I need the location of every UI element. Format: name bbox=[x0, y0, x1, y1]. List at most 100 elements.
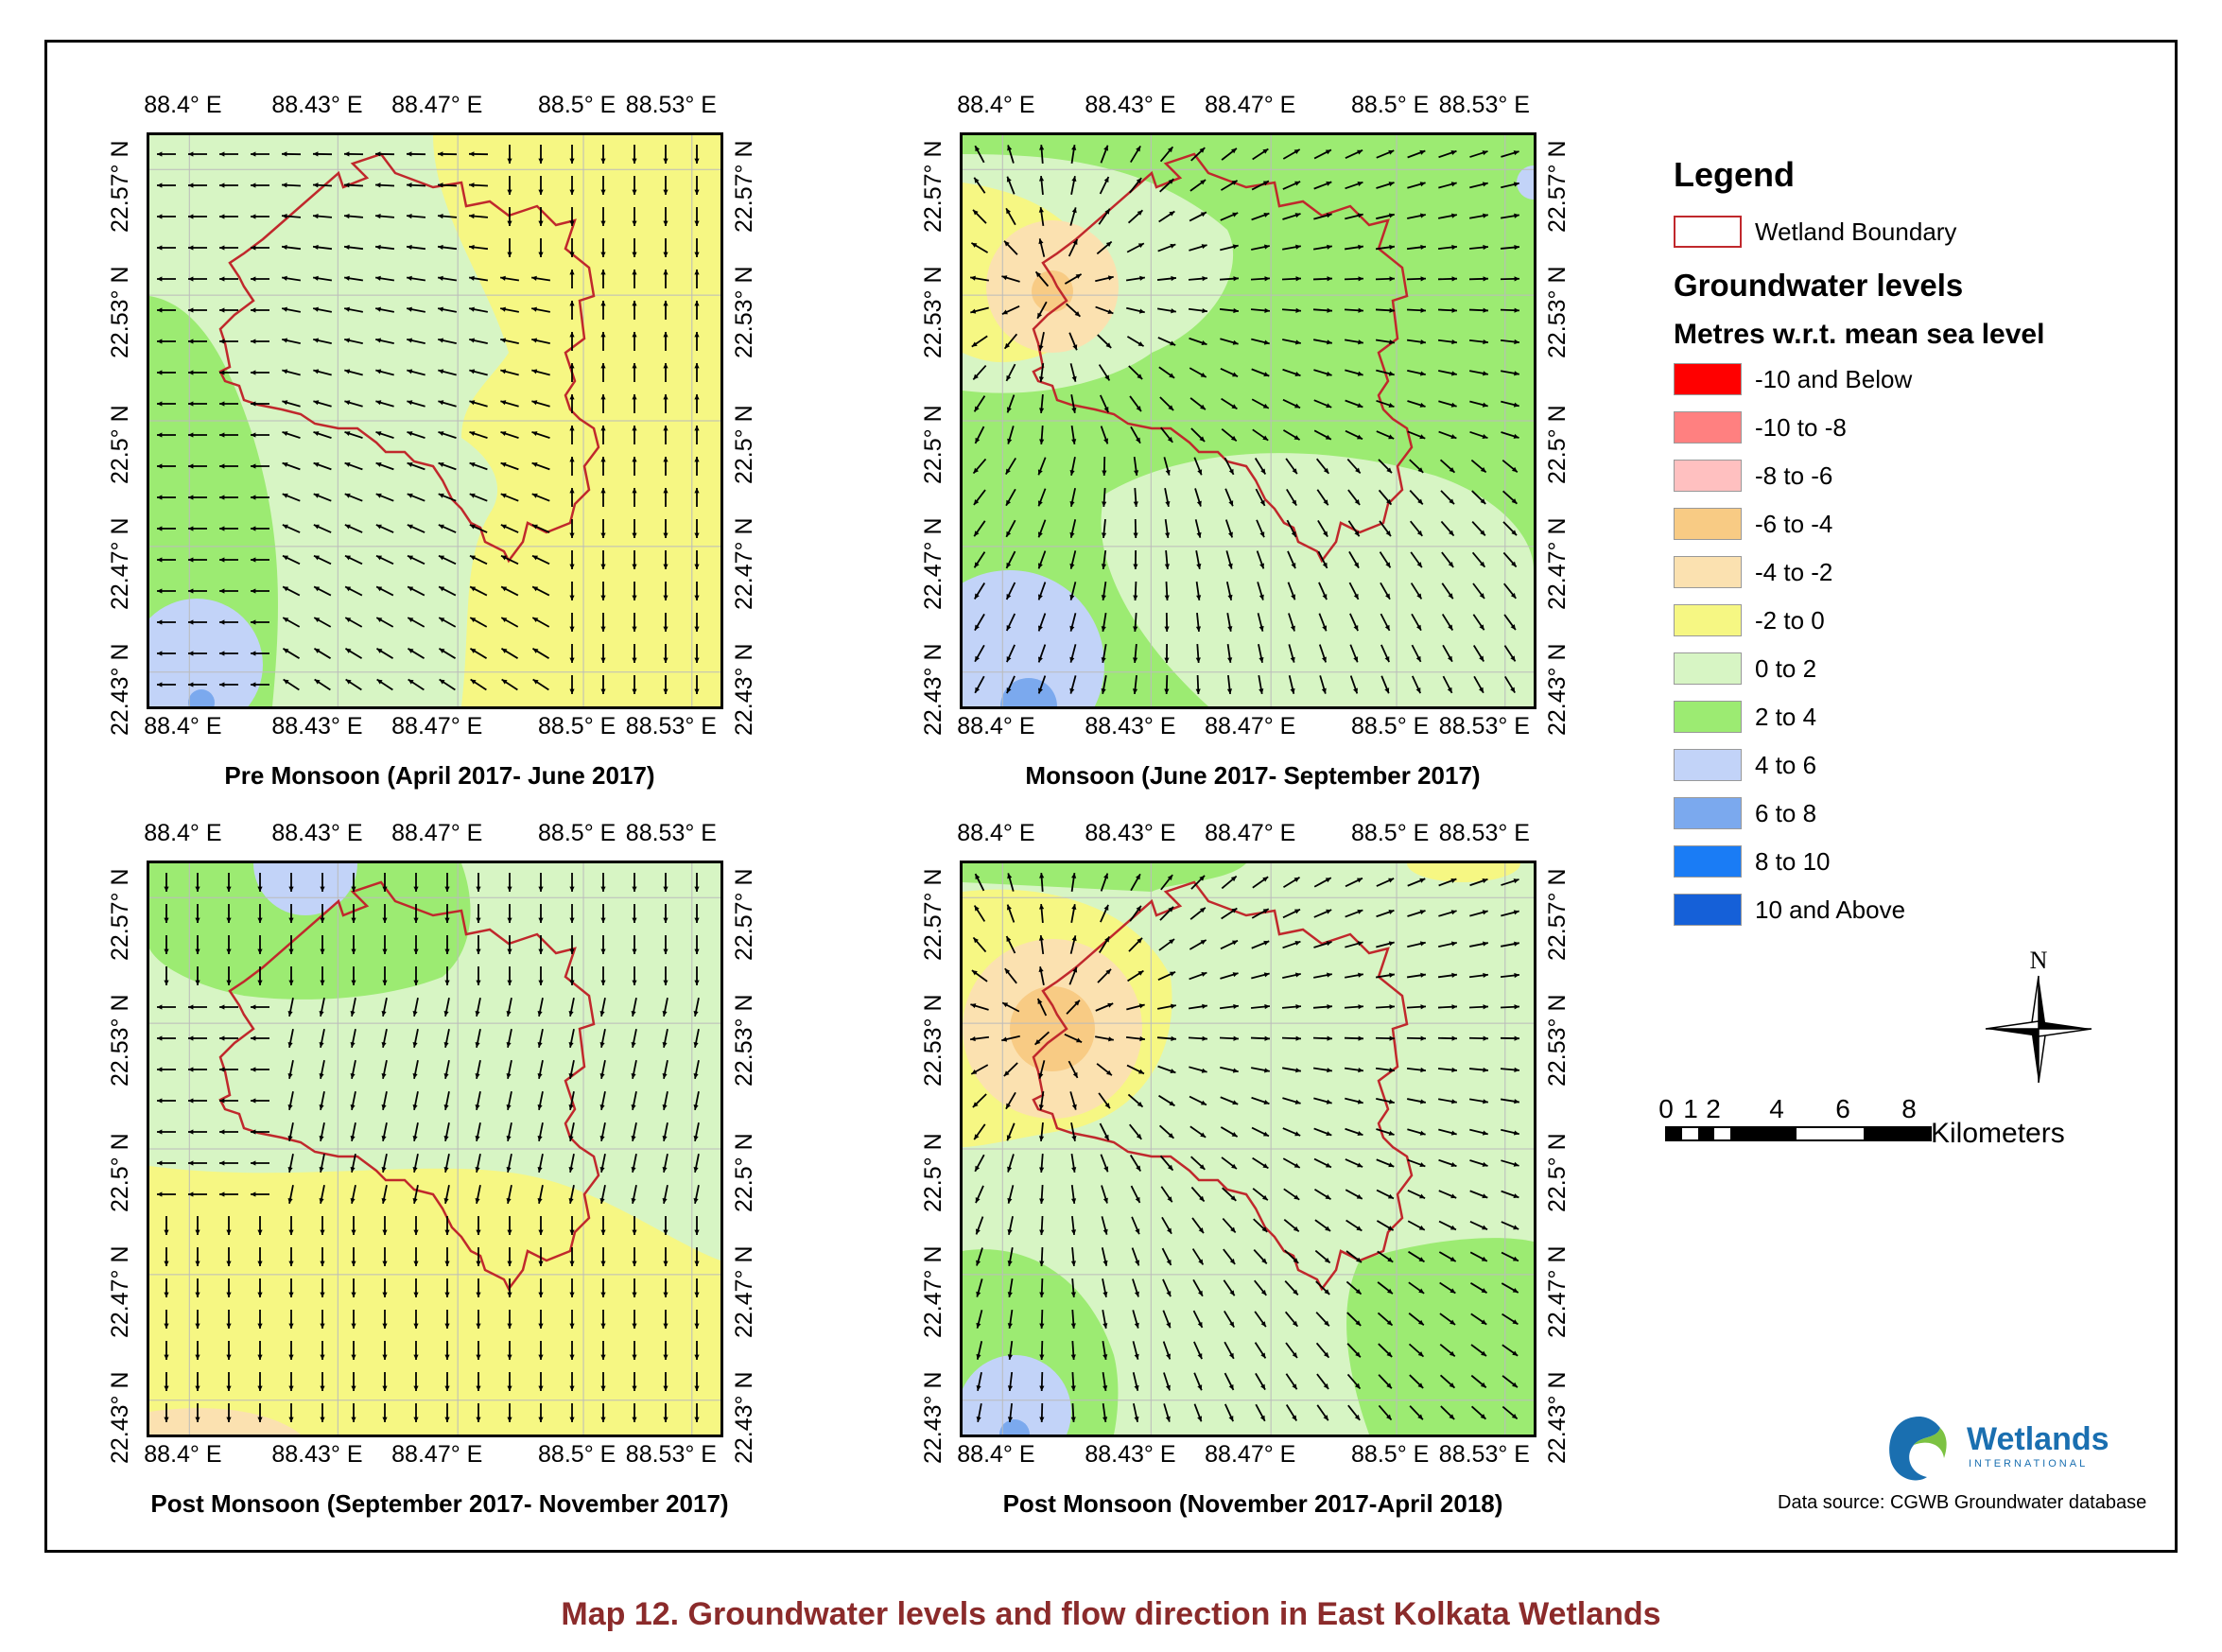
flow-arrow bbox=[500, 400, 519, 408]
longitude-tick-top: 88.4° E bbox=[957, 92, 1035, 118]
flow-arrow bbox=[1375, 339, 1396, 345]
flow-arrow bbox=[1130, 426, 1141, 444]
flow-arrow bbox=[1039, 425, 1045, 445]
flow-arrow bbox=[257, 1247, 263, 1266]
flow-arrow bbox=[662, 1122, 668, 1141]
flow-arrow bbox=[569, 301, 575, 320]
flow-arrow bbox=[1251, 908, 1270, 919]
flow-arrow bbox=[507, 873, 512, 892]
flow-arrow bbox=[531, 524, 550, 533]
flow-arrow bbox=[1313, 339, 1332, 345]
flow-arrow bbox=[1406, 244, 1427, 251]
flow-arrow bbox=[412, 998, 419, 1017]
flow-arrow bbox=[506, 1029, 512, 1048]
flow-arrow bbox=[1440, 1405, 1455, 1420]
flow-arrow bbox=[1440, 490, 1455, 505]
flow-arrow bbox=[500, 306, 519, 313]
groundwater-zone bbox=[963, 1355, 1071, 1435]
flow-arrow bbox=[694, 613, 700, 632]
flow-arrow bbox=[663, 550, 668, 569]
flow-arrow bbox=[530, 275, 551, 282]
flow-arrow bbox=[663, 873, 668, 892]
flow-arrow bbox=[1500, 972, 1520, 979]
flow-arrow bbox=[694, 1403, 700, 1422]
longitude-tick-bottom: 88.47° E bbox=[1205, 713, 1296, 739]
flow-arrow bbox=[251, 432, 269, 438]
flow-arrow bbox=[1375, 1004, 1396, 1010]
flow-arrow bbox=[600, 1341, 606, 1360]
flow-arrow bbox=[1220, 1066, 1239, 1073]
longitude-tick-bottom: 88.5° E bbox=[538, 713, 616, 739]
flow-arrow bbox=[257, 904, 263, 923]
flow-arrow bbox=[1281, 1035, 1302, 1041]
longitude-tick-bottom: 88.53° E bbox=[625, 713, 717, 739]
flow-arrow bbox=[282, 493, 301, 502]
legend-class-label: -6 to -4 bbox=[1755, 510, 1833, 538]
flow-arrow bbox=[1220, 180, 1239, 191]
latitude-tick-right: 22.53° N bbox=[731, 266, 757, 359]
flow-arrow bbox=[1379, 551, 1392, 568]
wetland-boundary bbox=[218, 880, 600, 1292]
flow-arrow bbox=[1070, 1215, 1077, 1236]
longitude-tick-top: 88.53° E bbox=[1438, 820, 1530, 846]
flow-arrow bbox=[632, 935, 637, 954]
flow-arrow bbox=[1377, 1281, 1394, 1295]
flow-arrow bbox=[1376, 941, 1395, 948]
flow-arrow bbox=[1039, 1278, 1045, 1298]
flow-arrow bbox=[663, 1372, 668, 1391]
flow-arrow bbox=[971, 969, 988, 983]
flow-arrow bbox=[195, 1341, 200, 1360]
flow-arrow bbox=[1126, 1003, 1145, 1011]
flow-arrow bbox=[975, 1185, 984, 1204]
flow-arrow bbox=[219, 432, 238, 438]
flow-arrow bbox=[599, 1091, 606, 1110]
flow-arrow bbox=[438, 493, 457, 502]
flow-arrow bbox=[1132, 1310, 1139, 1329]
flow-arrow bbox=[1502, 1313, 1519, 1326]
flow-arrow bbox=[375, 306, 394, 313]
flow-arrow bbox=[1287, 550, 1296, 569]
flow-arrow bbox=[412, 1154, 419, 1173]
flow-arrow bbox=[632, 582, 637, 600]
flow-arrow bbox=[538, 1216, 544, 1235]
flow-arrow bbox=[476, 1278, 481, 1297]
flow-arrow bbox=[443, 1122, 450, 1141]
longitude-tick-top: 88.4° E bbox=[144, 92, 222, 118]
flow-arrow bbox=[1441, 551, 1454, 568]
flow-arrow bbox=[1318, 613, 1328, 632]
flow-arrow bbox=[569, 904, 575, 923]
flow-arrow bbox=[226, 1216, 232, 1235]
flow-arrow bbox=[1406, 1004, 1427, 1010]
flow-arrow bbox=[568, 1091, 575, 1110]
flow-arrow bbox=[413, 1372, 419, 1391]
flow-arrow bbox=[157, 557, 176, 563]
flow-arrow bbox=[1469, 1251, 1488, 1262]
latitude-tick-left: 22.57° N bbox=[920, 868, 946, 962]
flow-arrow bbox=[600, 873, 606, 892]
flow-arrow bbox=[537, 1185, 544, 1204]
flow-arrow bbox=[157, 1067, 176, 1072]
flow-arrow bbox=[1409, 1405, 1424, 1420]
flow-arrow bbox=[1288, 675, 1295, 694]
flow-arrow bbox=[663, 904, 668, 923]
flow-arrow bbox=[1349, 644, 1359, 663]
flow-arrow bbox=[972, 364, 987, 381]
flow-arrow bbox=[507, 966, 512, 985]
flow-arrow bbox=[663, 207, 668, 226]
flow-arrow bbox=[312, 275, 333, 282]
flow-arrow bbox=[537, 1091, 544, 1110]
flow-arrow bbox=[1313, 399, 1332, 409]
flow-arrow bbox=[1064, 273, 1083, 285]
flow-arrow bbox=[1065, 303, 1082, 318]
legend-swatch bbox=[1674, 604, 1742, 636]
flow-arrow bbox=[476, 1247, 481, 1266]
flow-arrow bbox=[475, 1122, 481, 1141]
flow-arrow bbox=[1069, 644, 1077, 663]
flow-arrow bbox=[164, 1403, 169, 1422]
legend-swatch bbox=[1674, 797, 1742, 829]
flow-arrow bbox=[344, 493, 363, 502]
flow-arrow bbox=[632, 675, 637, 694]
flow-arrow bbox=[569, 1310, 575, 1329]
flow-arrow bbox=[1469, 182, 1488, 189]
logo-wordmark: Wetlands bbox=[1967, 1421, 2109, 1457]
